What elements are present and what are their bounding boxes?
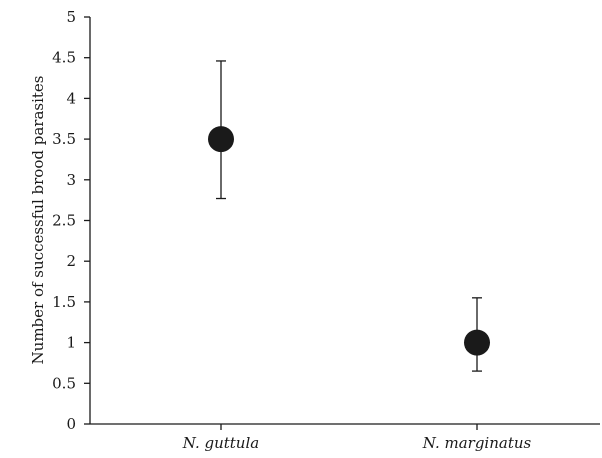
data-point xyxy=(464,329,490,356)
y-tick-label: 2 xyxy=(66,252,76,270)
x-ticks: N. guttula N. marginatus xyxy=(182,424,532,452)
y-tick-label: 0.5 xyxy=(52,374,76,392)
y-tick-label: 1.5 xyxy=(52,293,76,311)
x-tick-label: N. guttula xyxy=(182,434,259,452)
x-tick-label: N. marginatus xyxy=(422,434,532,452)
y-tick-label: 4 xyxy=(66,89,76,107)
y-tick-label: 2.5 xyxy=(52,212,76,230)
y-tick-label: 4.5 xyxy=(52,49,76,67)
y-tick-label: 3 xyxy=(66,171,76,189)
y-tick-label: 3.5 xyxy=(52,130,76,148)
data-points xyxy=(208,126,490,356)
axes xyxy=(89,17,600,425)
data-point xyxy=(208,126,234,153)
y-tick-label: 1 xyxy=(66,334,76,352)
y-tick-label: 5 xyxy=(66,8,76,26)
error-bars xyxy=(216,60,482,372)
y-tick-label: 0 xyxy=(66,415,76,433)
y-ticks: 0 0.5 1 1.5 2 2.5 3 3.5 4 4.5 5 xyxy=(52,8,90,433)
y-axis-title: Number of successful brood parasites xyxy=(29,76,47,365)
